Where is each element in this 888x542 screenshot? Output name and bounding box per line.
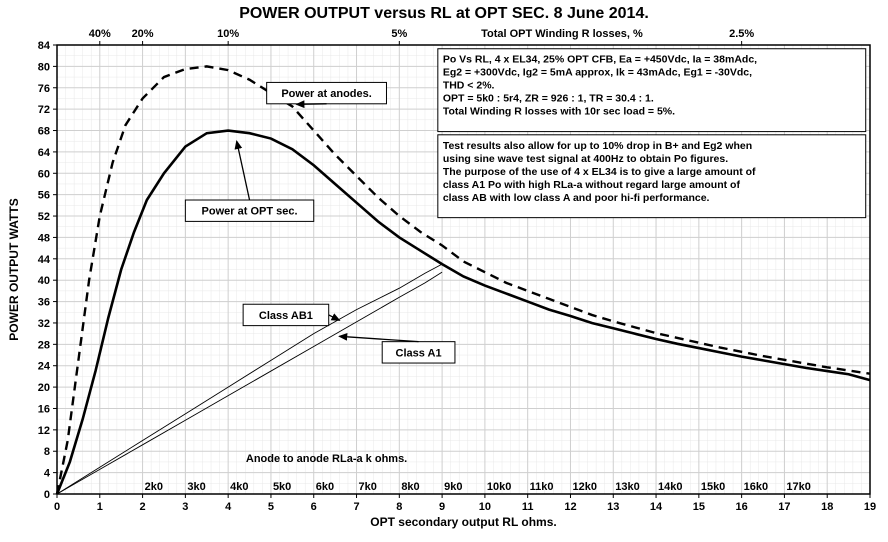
svg-text:76: 76 (38, 83, 50, 95)
svg-text:72: 72 (38, 104, 50, 116)
svg-text:Class AB1: Class AB1 (259, 310, 313, 322)
svg-text:2: 2 (140, 501, 146, 513)
svg-text:10: 10 (479, 501, 491, 513)
svg-text:80: 80 (38, 61, 50, 73)
svg-text:using sine wave test signal at: using sine wave test signal at 400Hz to … (443, 153, 728, 165)
svg-text:19: 19 (864, 501, 876, 513)
svg-text:OPT = 5k0 : 5r4, ZR = 926 : 1,: OPT = 5k0 : 5r4, ZR = 926 : 1, TR = 30.4… (443, 93, 654, 105)
svg-text:4: 4 (44, 468, 51, 480)
chart-container: 0123456789101112131415161718192k03k04k05… (0, 0, 888, 542)
svg-text:POWER OUTPUT versus RL at OPT: POWER OUTPUT versus RL at OPT SEC. 8 Jun… (239, 5, 649, 22)
svg-text:Eg2 = +300Vdc, Ig2 = 5mA appro: Eg2 = +300Vdc, Ig2 = 5mA approx, Ik = 43… (443, 67, 752, 79)
svg-text:11k0: 11k0 (530, 481, 554, 493)
svg-text:20: 20 (38, 382, 50, 394)
svg-text:3: 3 (182, 501, 188, 513)
svg-text:28: 28 (38, 339, 50, 351)
svg-text:12: 12 (38, 425, 50, 437)
svg-text:24: 24 (38, 361, 51, 373)
svg-text:8k0: 8k0 (401, 481, 419, 493)
svg-text:15: 15 (693, 501, 705, 513)
svg-text:class AB with low class A and: class AB with low class A and poor hi-fi… (443, 192, 710, 204)
svg-text:16: 16 (736, 501, 748, 513)
svg-text:12: 12 (564, 501, 576, 513)
svg-text:10%: 10% (217, 28, 239, 40)
svg-text:1: 1 (97, 501, 103, 513)
svg-text:84: 84 (38, 40, 51, 52)
svg-text:12k0: 12k0 (572, 481, 596, 493)
svg-text:20%: 20% (132, 28, 154, 40)
svg-text:Total Winding R losses with 10: Total Winding R losses with 10r sec load… (443, 106, 675, 118)
svg-text:9k0: 9k0 (444, 481, 462, 493)
svg-text:11: 11 (522, 501, 534, 513)
svg-text:68: 68 (38, 126, 50, 138)
svg-text:Class A1: Class A1 (396, 347, 442, 359)
svg-text:0: 0 (54, 501, 60, 513)
svg-text:16: 16 (38, 403, 50, 415)
svg-text:Power at OPT sec.: Power at OPT sec. (202, 206, 298, 218)
svg-text:56: 56 (38, 190, 50, 202)
svg-text:14k0: 14k0 (658, 481, 682, 493)
svg-text:5%: 5% (391, 28, 407, 40)
svg-text:16k0: 16k0 (744, 481, 768, 493)
svg-text:13k0: 13k0 (615, 481, 639, 493)
svg-text:32: 32 (38, 318, 50, 330)
svg-text:10k0: 10k0 (487, 481, 511, 493)
svg-text:4: 4 (225, 501, 232, 513)
svg-text:4k0: 4k0 (230, 481, 248, 493)
chart-svg: 0123456789101112131415161718192k03k04k05… (0, 0, 888, 542)
svg-text:class A1 Po with high RLa-a wi: class A1 Po with high RLa-a without rega… (443, 179, 741, 191)
svg-text:52: 52 (38, 211, 50, 223)
svg-text:Total OPT Winding R losses, %: Total OPT Winding R losses, % (481, 28, 643, 40)
svg-text:64: 64 (38, 147, 51, 159)
svg-text:POWER OUTPUT WATTS: POWER OUTPUT WATTS (7, 198, 21, 340)
svg-text:17: 17 (778, 501, 790, 513)
svg-text:THD < 2%.: THD < 2%. (443, 80, 495, 92)
svg-text:0: 0 (44, 489, 50, 501)
svg-text:3k0: 3k0 (187, 481, 205, 493)
svg-text:6: 6 (311, 501, 317, 513)
svg-text:17k0: 17k0 (786, 481, 810, 493)
svg-text:Anode to anode RLa-a k ohms.: Anode to anode RLa-a k ohms. (246, 453, 407, 465)
svg-text:44: 44 (38, 254, 51, 266)
svg-text:8: 8 (396, 501, 402, 513)
svg-text:60: 60 (38, 168, 50, 180)
svg-text:5k0: 5k0 (273, 481, 291, 493)
svg-text:Test results also allow for up: Test results also allow for up to 10% dr… (443, 140, 752, 152)
svg-text:9: 9 (439, 501, 445, 513)
svg-text:18: 18 (821, 501, 833, 513)
svg-text:48: 48 (38, 232, 50, 244)
svg-text:15k0: 15k0 (701, 481, 725, 493)
svg-text:13: 13 (607, 501, 619, 513)
svg-text:7: 7 (353, 501, 359, 513)
svg-text:40: 40 (38, 275, 50, 287)
svg-text:2.5%: 2.5% (729, 28, 754, 40)
svg-text:8: 8 (44, 446, 50, 458)
svg-text:5: 5 (268, 501, 274, 513)
svg-text:Po Vs RL, 4 x EL34, 25% OPT CF: Po Vs RL, 4 x EL34, 25% OPT CFB, Ea = +4… (443, 54, 757, 66)
svg-text:6k0: 6k0 (316, 481, 334, 493)
svg-text:36: 36 (38, 297, 50, 309)
svg-text:The purpose of the use of 4 x: The purpose of the use of 4 x EL34 is to… (443, 166, 756, 178)
svg-text:40%: 40% (89, 28, 111, 40)
svg-text:14: 14 (650, 501, 663, 513)
svg-text:7k0: 7k0 (359, 481, 377, 493)
svg-text:Power at anodes.: Power at anodes. (281, 88, 371, 100)
svg-text:OPT secondary output RL ohms.: OPT secondary output RL ohms. (370, 515, 556, 529)
svg-text:2k0: 2k0 (145, 481, 163, 493)
